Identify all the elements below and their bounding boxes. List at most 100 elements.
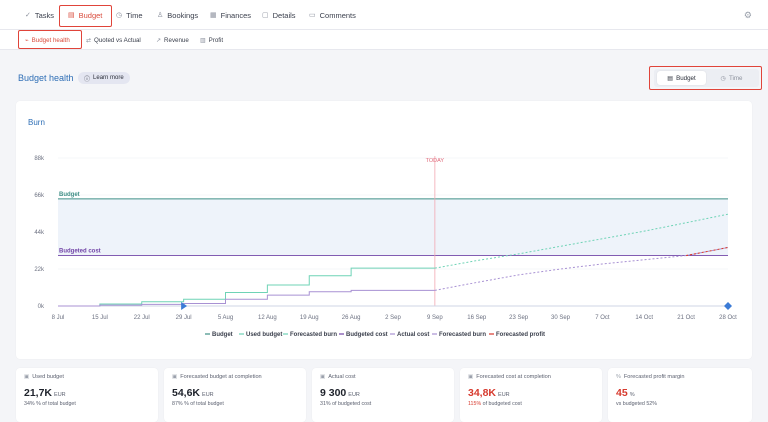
kpi-label: Forecasted profit margin [623,374,685,380]
budget-time-toggle: ▤ Budget ◷ Time [654,69,759,87]
kpi-used-budget: ▣ Used budget 21,7K EUR 34% % of total bud… [16,368,158,422]
y-tick-label: 88k [34,156,45,162]
x-tick-label: 23 Sep [509,315,529,321]
x-tick-label: 28 Oct [719,315,737,321]
legend-item: Forecasted burn [439,332,486,338]
series-line [58,267,435,307]
subtab-label: Budget health [31,36,70,44]
kpi-unit: EUR [348,392,360,398]
x-tick-label: 22 Jul [134,315,150,321]
x-tick-label: 15 Jul [92,315,108,321]
highlight-box-budget-tab [59,5,112,27]
start-marker [181,302,188,310]
kpi-row: ▣ Used budget 21,7K EUR 34% % of total bud… [16,368,752,422]
subtab-revenue[interactable]: ↗ Revenue [156,30,189,50]
tab-label: Time [126,10,143,20]
kpi-value: 45% [616,387,744,399]
toggle-time[interactable]: ◷ Time [707,71,756,85]
tab-details[interactable]: ▢ Details [262,0,296,30]
series-line [434,213,729,269]
kpi-value: 9 300 EUR [320,387,446,399]
wallet-icon: ▣ [24,374,30,380]
burn-chart: 0k 22k 44k 66k 88k 8 Jul 15 Jul 22 Jul 29 Jul 5 A… [34,156,737,338]
x-tick-label: 7 Oct [595,315,610,321]
percent-icon: % [616,374,621,380]
subtab-label: Revenue [164,36,189,44]
sub-nav: ⌁ Budget health ⇄ Quoted vs Actual ↗ Revenu… [0,30,768,50]
toggle-budget-label: Budget [676,74,696,82]
health-icon: ⌁ [25,37,29,44]
kpi-sub: vs budgeted 52% [616,401,657,407]
subtab-quoted-vs-actual[interactable]: ⇄ Quoted vs Actual [86,30,141,50]
kpi-forecasted-budget: ▣ Forecasted budget at completion 54,6K EU… [164,368,306,422]
finance-icon: ▦ [210,12,217,19]
reference-line-label: Budgeted cost [59,249,101,255]
kpi-number: 54,6K [172,387,201,399]
subtab-profit[interactable]: ▥ Profit [200,30,223,50]
kpi-unit: EUR [498,392,510,398]
x-tick-label: 5 Aug [218,315,233,321]
person-icon: ♙ [157,12,164,19]
legend-item: Used budget [246,332,282,338]
tab-label: Budget [78,10,103,20]
reference-line-label: Budget [59,192,80,198]
subtab-budget-health[interactable]: ⌁ Budget health [25,30,70,50]
kpi-sub: 115% of budgeted cost [468,401,594,407]
tab-budget[interactable]: ▤ Budget [68,0,102,30]
kpi-number: 9 300 [320,387,347,399]
kpi-number: 45 [616,387,628,399]
tab-time[interactable]: ◷ Time [116,0,143,30]
x-tick-label: 29 Jul [176,315,192,321]
tab-finances[interactable]: ▦ Finances [210,0,251,30]
kpi-sub: 87% % of total budget [172,401,224,407]
learn-more-button[interactable]: ⓘ Learn more [78,72,130,84]
x-tick-label: 16 Sep [467,315,487,321]
page-title: Budget health [18,73,74,83]
legend-item: Forecasted profit [496,332,545,338]
profit-icon: ▥ [200,37,206,44]
today-label: TODAY [426,158,445,164]
x-tick-label: 8 Jul [52,315,65,321]
budget-icon: ▤ [68,12,75,19]
tab-label: Comments [319,10,356,20]
over-budget-line [686,246,729,257]
forecast-icon: ▣ [172,374,178,380]
subtab-label: Quoted vs Actual [94,36,141,44]
highlight-box-budget-health [18,30,82,49]
x-tick-label: 9 Sep [427,315,443,321]
kpi-forecasted-cost: ▣ Forecasted cost at completion 34,8K EUR … [460,368,602,422]
quoted-icon: ⇄ [86,37,92,44]
x-tick-label: 14 Oct [635,315,653,321]
legend-item: Budget [212,332,233,338]
cost-icon: ▣ [320,374,326,380]
legend-item: Actual cost [397,332,429,338]
tab-comments[interactable]: ▭ Comments [309,0,356,30]
highlight-box-toggle [649,66,762,90]
kpi-sub-text: of budgeted cost [481,401,522,407]
kpi-sub: 34% % of total budget [24,401,76,407]
gear-icon[interactable]: ⚙ [743,10,752,20]
kpi-unit: EUR [202,392,214,398]
burn-chart-card: Burn 0k 22k 44k 66k 88k 8 Jul 15 Jul 22 Jul 29 J… [16,101,752,359]
series-line [434,246,729,291]
comment-icon: ▭ [309,12,316,19]
kpi-sub-highlight: 115% [468,401,482,407]
tab-label: Tasks [34,10,55,20]
x-tick-label: 2 Sep [385,315,401,321]
series-line [58,289,435,307]
kpi-actual-cost: ▣ Actual cost 9 300 EUR 31% of budgeted co… [312,368,454,422]
tab-label: Details [272,10,296,20]
tab-bookings[interactable]: ♙ Bookings [157,0,198,30]
toggle-budget[interactable]: ▤ Budget [657,71,706,85]
legend-item: Budgeted cost [346,332,388,338]
kpi-label: Forecasted budget at completion [180,374,262,380]
revenue-icon: ↗ [156,37,162,44]
chart-title: Burn [28,118,45,127]
toggle-time-label: Time [728,74,743,82]
kpi-label: Used budget [32,374,64,380]
kpi-label: Forecasted cost at completion [476,374,551,380]
tab-tasks[interactable]: ✓ Tasks [25,0,54,30]
y-tick-label: 22k [34,267,45,273]
details-icon: ▢ [262,12,269,19]
kpi-sub: 31% of budgeted cost [320,401,372,407]
